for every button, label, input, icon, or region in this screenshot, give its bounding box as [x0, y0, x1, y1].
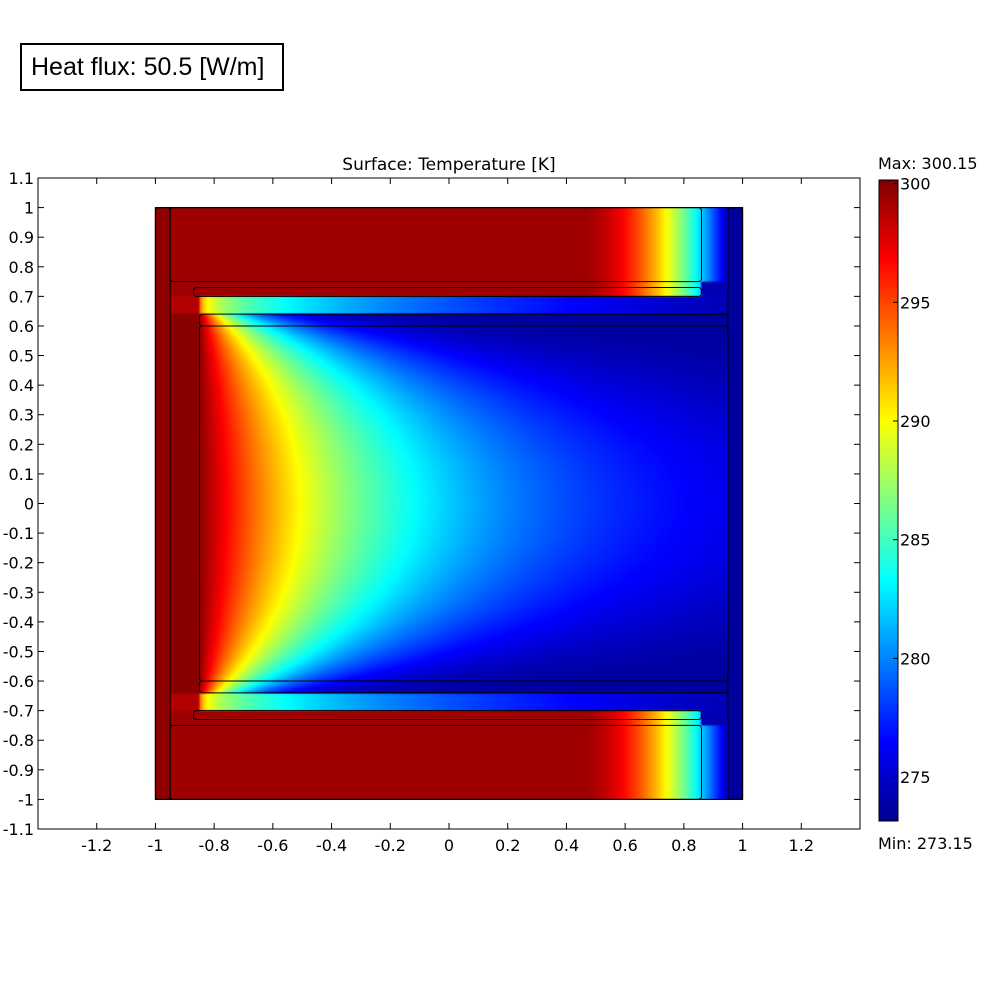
x-tick-label: 0 [444, 836, 454, 855]
x-tick-label: 0.6 [612, 836, 637, 855]
heat-flux-annotation: Heat flux: 50.5 [W/m] [20, 43, 284, 91]
x-tick-label: 0.2 [495, 836, 520, 855]
colorbar-tick-label: 290 [900, 412, 931, 431]
temperature-field [155, 207, 743, 800]
chart-title: Surface: Temperature [K] [342, 155, 555, 175]
y-axis: 1.1 1 0.9 0.8 0.7 0.6 0.5 0.4 0.3 0.2 0.1 0 -0.1 -0.2… [3, 169, 860, 839]
colorbar-ticks: 300 295 290 285 280 275 [893, 175, 931, 787]
colorbar: Max: 300.15 300 295 290 285 280 275 Min: 273.… [878, 154, 978, 853]
colorbar-min-label: Min: 273.15 [878, 834, 973, 853]
y-tick-label: -0.2 [3, 554, 34, 573]
y-tick-label: 0.7 [9, 287, 34, 306]
y-tick-label: 0.2 [9, 435, 34, 454]
y-tick-label: -0.8 [3, 731, 34, 750]
x-tick-label: -0.2 [375, 836, 406, 855]
colorbar-max-label: Max: 300.15 [878, 154, 978, 173]
y-tick-label: -0.3 [3, 583, 34, 602]
heat-flux-label: Heat flux: [31, 52, 137, 81]
colorbar-tick-label: 295 [900, 293, 931, 312]
y-tick-label: 0.4 [9, 376, 34, 395]
y-tick-label: -0.4 [3, 613, 34, 632]
y-tick-label: -0.5 [3, 642, 34, 661]
x-tick-label: 1.2 [789, 836, 814, 855]
y-tick-label: 0.5 [9, 347, 34, 366]
x-tick-label: 0.4 [554, 836, 579, 855]
x-tick-label: -0.4 [316, 836, 347, 855]
geometry-boundaries [154, 206, 744, 801]
y-tick-label: -0.9 [3, 761, 34, 780]
y-tick-label: 0.9 [9, 228, 34, 247]
x-tick-label: -1.2 [81, 836, 112, 855]
y-tick-label: -0.6 [3, 672, 34, 691]
y-tick-label: -1 [18, 790, 34, 809]
colorbar-tick-label: 285 [900, 531, 931, 550]
colorbar-tick-label: 300 [900, 175, 931, 194]
y-tick-label: 0.3 [9, 406, 34, 425]
y-tick-label: 0.6 [9, 317, 34, 336]
y-tick-label: -0.1 [3, 524, 34, 543]
heat-flux-unit: [W/m] [199, 52, 265, 81]
region-boundary [193, 710, 702, 721]
colorbar-tick-label: 280 [900, 649, 931, 668]
temperature-field-image [155, 207, 743, 800]
colorbar-tick-label: 275 [900, 768, 931, 787]
x-axis: -1.2 -1 -0.8 -0.6 -0.4 -0.2 0 0.2 0.4 0.6 0.8 1 1.2 [81, 178, 814, 855]
heat-flux-value: 50.5 [143, 52, 193, 81]
y-tick-label: -0.7 [3, 702, 34, 721]
x-tick-label: 1 [737, 836, 747, 855]
x-tick-label: -0.8 [199, 836, 230, 855]
y-tick-label: 1 [24, 199, 34, 218]
x-tick-label: 0.8 [671, 836, 696, 855]
x-tick-label: -1 [147, 836, 163, 855]
region-boundary [727, 207, 744, 800]
region-boundary [193, 286, 702, 297]
y-tick-label: 0.8 [9, 258, 34, 277]
y-tick-label: 1.1 [9, 169, 34, 188]
y-tick-label: 0.1 [9, 465, 34, 484]
y-tick-label: -1.1 [3, 820, 34, 839]
region-boundary [154, 207, 171, 800]
colorbar-bar [878, 179, 899, 822]
y-tick-label: 0 [24, 495, 34, 514]
x-tick-label: -0.6 [257, 836, 288, 855]
